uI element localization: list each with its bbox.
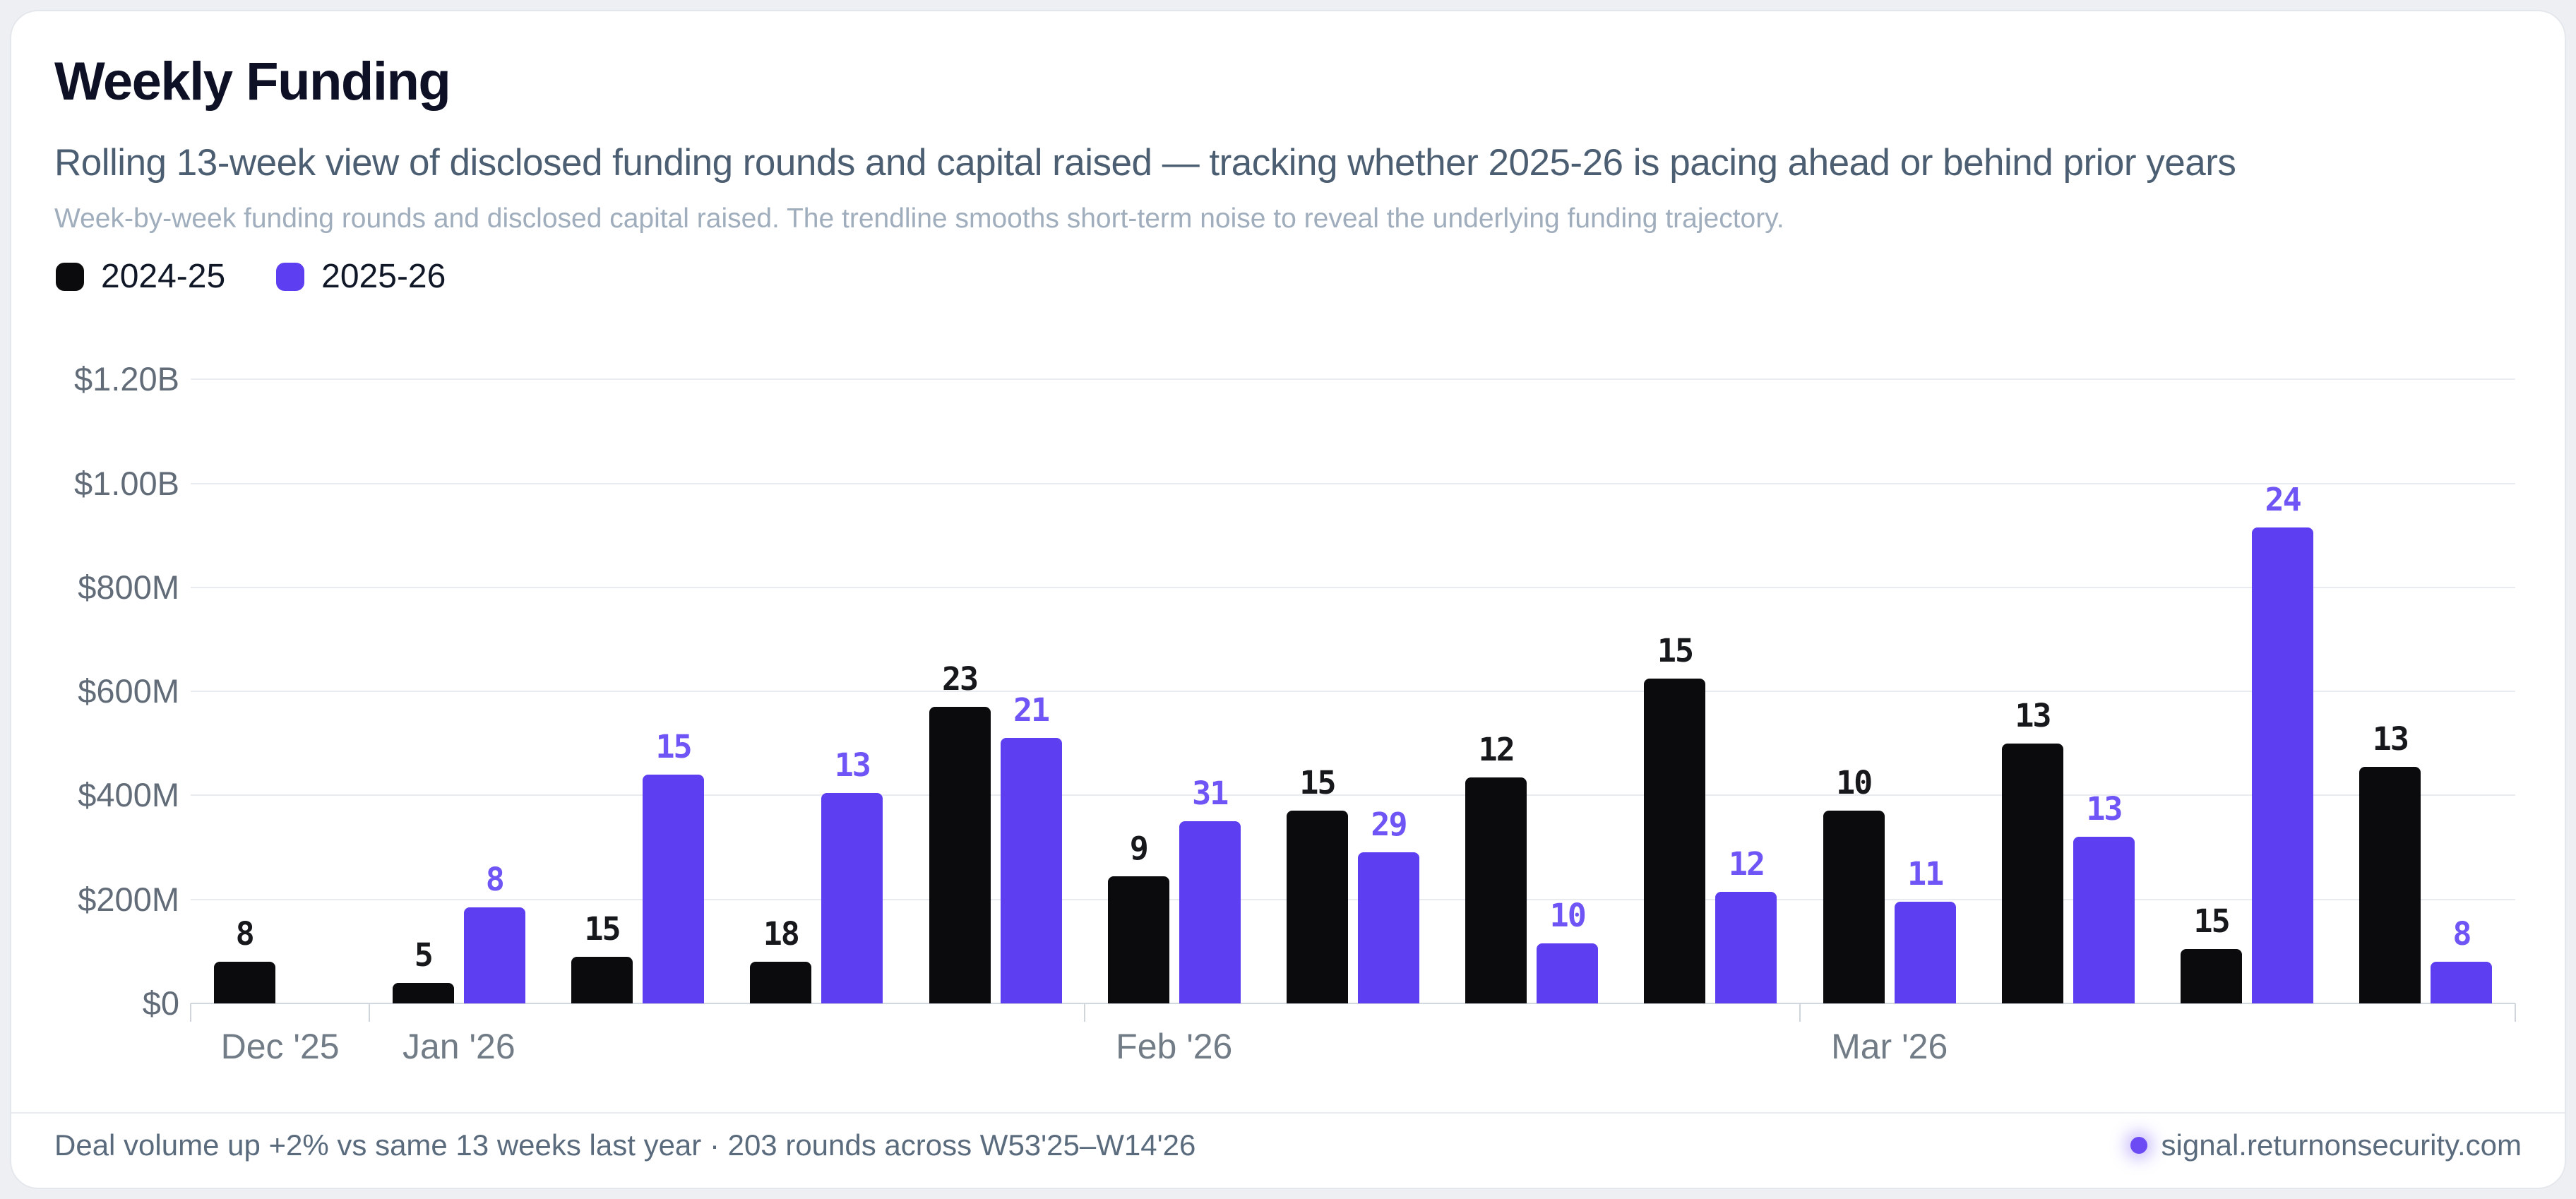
brand-link[interactable]: signal.returnonsecurity.com [2130,1128,2522,1162]
bar-count-label: 11 [1907,855,1944,893]
bar-2024-25-group5[interactable] [929,707,991,1003]
bar-count-label: 8 [2452,915,2471,953]
bar-count-label: 31 [1192,775,1229,813]
chart-subtitle: Rolling 13-week view of disclosed fundin… [54,142,2236,184]
bar-count-label: 23 [941,660,979,698]
y-axis-label: $1.20B [74,360,179,398]
legend-swatch-2025-26 [276,262,305,291]
gridline-$1.20B [191,378,2515,381]
gridline-$1.00B [191,482,2515,484]
x-axis-month-label: Jan '26 [402,1027,515,1066]
page-title: Weekly Funding [54,52,451,112]
footer-summary: Deal volume up +2% vs same 13 weeks last… [54,1128,1196,1162]
x-axis-month-label: Dec '25 [220,1027,340,1066]
bar-2025-26-group2[interactable] [463,907,525,1003]
bar-count-label: 29 [1371,806,1407,844]
bar-2024-25-group13[interactable] [2359,766,2421,1003]
legend-item-2024-25: 2024-25 [56,257,225,296]
bar-2024-25-group10[interactable] [1823,811,1885,1003]
y-axis-label: $600M [78,672,179,710]
bar-2025-26-group11[interactable] [2073,837,2135,1003]
bar-count-label: 13 [2372,720,2409,758]
bar-2024-25-group6[interactable] [1107,876,1169,1003]
x-axis-tick [1084,1003,1086,1022]
bar-2024-25-group9[interactable] [1644,678,1706,1003]
bar-2025-26-group5[interactable] [1000,738,1062,1003]
bar-count-label: 12 [1478,730,1515,768]
bar-2025-26-group7[interactable] [1358,852,1419,1003]
bar-count-label: 15 [1657,631,1694,669]
gridline-$200M [191,898,2515,900]
y-axis-label: $400M [78,776,179,814]
bar-count-label: 18 [763,915,800,953]
legend-swatch-2024-25 [56,262,84,291]
gridline-$600M [191,691,2515,693]
bar-2024-25-group3[interactable] [571,956,633,1003]
bar-2025-26-group4[interactable] [821,792,883,1003]
bar-count-label: 10 [1549,897,1587,935]
bar-2024-25-group12[interactable] [2181,948,2243,1003]
x-axis-month-label: Mar '26 [1831,1027,1948,1066]
gridline-$0 [191,1003,2515,1004]
bar-2025-26-group8[interactable] [1537,943,1599,1003]
x-axis-tick [190,1003,191,1022]
bar-count-label: 8 [485,860,505,898]
brand-url: signal.returnonsecurity.com [2161,1128,2522,1162]
y-axis-label: $200M [78,880,179,918]
y-axis-label: $0 [142,984,179,1022]
gridline-$400M [191,794,2515,797]
bar-2025-26-group6[interactable] [1179,821,1241,1003]
bar-count-label: 24 [2265,481,2302,519]
chart-description: Week-by-week funding rounds and disclose… [54,203,1784,234]
bar-count-label: 13 [2015,696,2051,734]
y-axis-label: $800M [78,568,179,606]
bar-2025-26-group12[interactable] [2252,527,2314,1003]
x-axis-month-label: Feb '26 [1116,1027,1233,1066]
weekly-funding-card: Weekly Funding Rolling 13-week view of d… [10,10,2566,1189]
bar-count-label: 13 [2086,790,2123,828]
x-axis-tick [2515,1003,2516,1022]
bar-count-label: 10 [1836,764,1873,802]
gridline-$800M [191,586,2515,588]
bar-2024-25-group7[interactable] [1287,811,1348,1003]
legend-item-2025-26: 2025-26 [276,257,446,296]
bar-2025-26-group3[interactable] [643,774,705,1003]
bar-2024-25-group8[interactable] [1465,777,1527,1003]
x-axis-tick [1799,1003,1801,1022]
brand-dot-icon [2130,1137,2147,1154]
bar-count-label: 8 [235,915,255,953]
bar-count-label: 9 [1129,829,1149,867]
legend-label: 2025-26 [321,258,446,295]
bar-2024-25-group4[interactable] [750,962,812,1003]
y-axis-label: $1.00B [74,464,179,502]
x-axis-tick [369,1003,371,1022]
footer-divider [11,1112,2565,1114]
legend-label: 2024-25 [101,258,226,295]
bar-count-label: 21 [1013,691,1050,729]
bar-count-label: 15 [655,727,692,765]
weekly-funding-bar-chart: $0 $200M $400M $600M $800M $1.00B $1.20B 8 5 15 18… [11,11,2565,1188]
bar-2024-25-group11[interactable] [2001,743,2063,1003]
bar-2025-26-group10[interactable] [1894,902,1956,1003]
chart-legend: 2024-25 2025-26 [56,257,446,296]
bar-2024-25-group1[interactable] [213,962,275,1003]
bar-count-label: 15 [2193,902,2231,940]
bar-count-label: 5 [414,936,434,974]
bar-2024-25-group2[interactable] [392,982,454,1003]
bar-2025-26-group13[interactable] [2431,962,2493,1003]
bar-count-label: 15 [584,909,621,948]
bar-count-label: 15 [1299,764,1336,802]
bar-count-label: 13 [834,746,871,784]
bar-count-label: 12 [1728,845,1765,883]
bar-2025-26-group9[interactable] [1715,891,1777,1003]
